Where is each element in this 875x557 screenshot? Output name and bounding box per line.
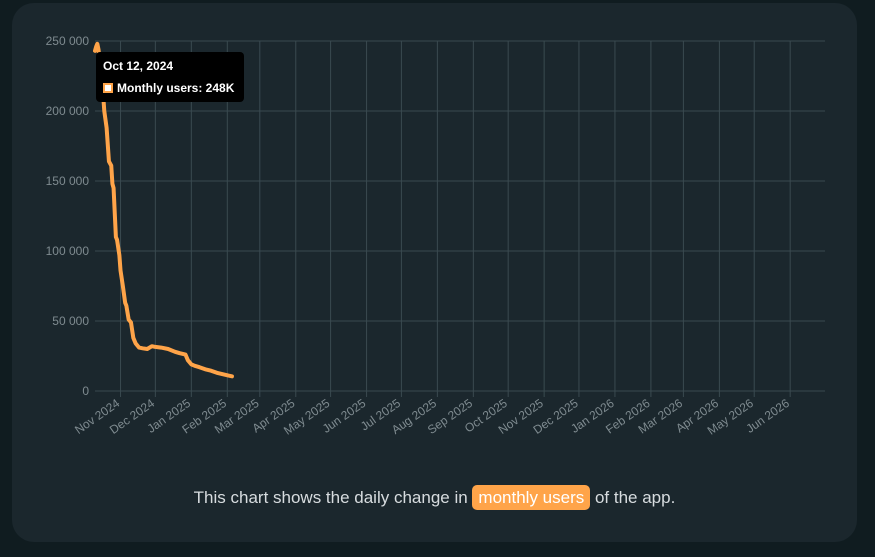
- tooltip-legend-swatch: [103, 83, 113, 93]
- data-point[interactable]: [127, 318, 131, 322]
- data-point[interactable]: [145, 347, 149, 351]
- y-tick-label: 200 000: [46, 104, 90, 118]
- data-point[interactable]: [166, 347, 170, 351]
- data-point[interactable]: [134, 341, 138, 345]
- data-point[interactable]: [203, 367, 207, 371]
- tooltip-label: Monthly users: 248K: [117, 81, 235, 95]
- y-tick-label: 0: [82, 384, 89, 398]
- tooltip-title: Oct 12, 2024: [103, 59, 174, 73]
- caption-text-before: This chart shows the daily change in: [193, 488, 473, 507]
- caption-highlight: monthly users: [472, 485, 591, 510]
- data-point[interactable]: [118, 269, 123, 273]
- data-point[interactable]: [183, 353, 188, 357]
- data-point[interactable]: [114, 235, 118, 239]
- chart-card: 0 50 000 100 000 150 000 200 000 250 000 Nov 2…: [12, 3, 857, 542]
- data-point[interactable]: [110, 182, 115, 186]
- data-point[interactable]: [124, 304, 128, 308]
- data-point[interactable]: [173, 350, 177, 354]
- data-point[interactable]: [121, 284, 125, 288]
- data-point[interactable]: [105, 126, 109, 130]
- data-point[interactable]: [123, 301, 127, 305]
- data-point[interactable]: [137, 346, 141, 350]
- tooltip: Oct 12, 2024 Monthly users: 248K: [96, 52, 244, 102]
- data-point[interactable]: [131, 336, 135, 340]
- data-point[interactable]: [189, 362, 193, 366]
- data-point[interactable]: [115, 238, 119, 242]
- data-point[interactable]: [215, 371, 219, 375]
- data-point[interactable]: [230, 374, 234, 378]
- data-point[interactable]: [94, 45, 98, 49]
- data-point[interactable]: [186, 358, 190, 362]
- data-point[interactable]: [111, 186, 116, 190]
- grid-lines: [95, 40, 825, 397]
- data-point[interactable]: [96, 47, 101, 52]
- y-tick-label: 250 000: [46, 34, 90, 48]
- data-point[interactable]: [153, 345, 157, 349]
- data-point[interactable]: [159, 346, 163, 350]
- y-tick-label: 50 000: [52, 314, 89, 328]
- data-point[interactable]: [95, 42, 99, 46]
- data-point[interactable]: [226, 374, 231, 378]
- y-tick-label: 150 000: [46, 174, 90, 188]
- data-point[interactable]: [150, 344, 154, 348]
- data-point[interactable]: [93, 49, 97, 53]
- data-point[interactable]: [109, 164, 113, 168]
- data-point[interactable]: [107, 159, 111, 163]
- y-tick-label: 100 000: [46, 244, 90, 258]
- data-point[interactable]: [221, 372, 225, 376]
- data-point[interactable]: [102, 109, 106, 113]
- data-point[interactable]: [209, 369, 213, 373]
- data-point[interactable]: [140, 346, 145, 350]
- data-point[interactable]: [129, 320, 133, 324]
- data-point[interactable]: [178, 351, 182, 355]
- caption-text-after: of the app.: [590, 488, 676, 507]
- data-point[interactable]: [193, 364, 197, 368]
- chart-caption: This chart shows the daily change in mon…: [12, 483, 857, 513]
- data-point[interactable]: [197, 365, 202, 369]
- data-point[interactable]: [117, 253, 121, 257]
- series-layer: [93, 41, 234, 379]
